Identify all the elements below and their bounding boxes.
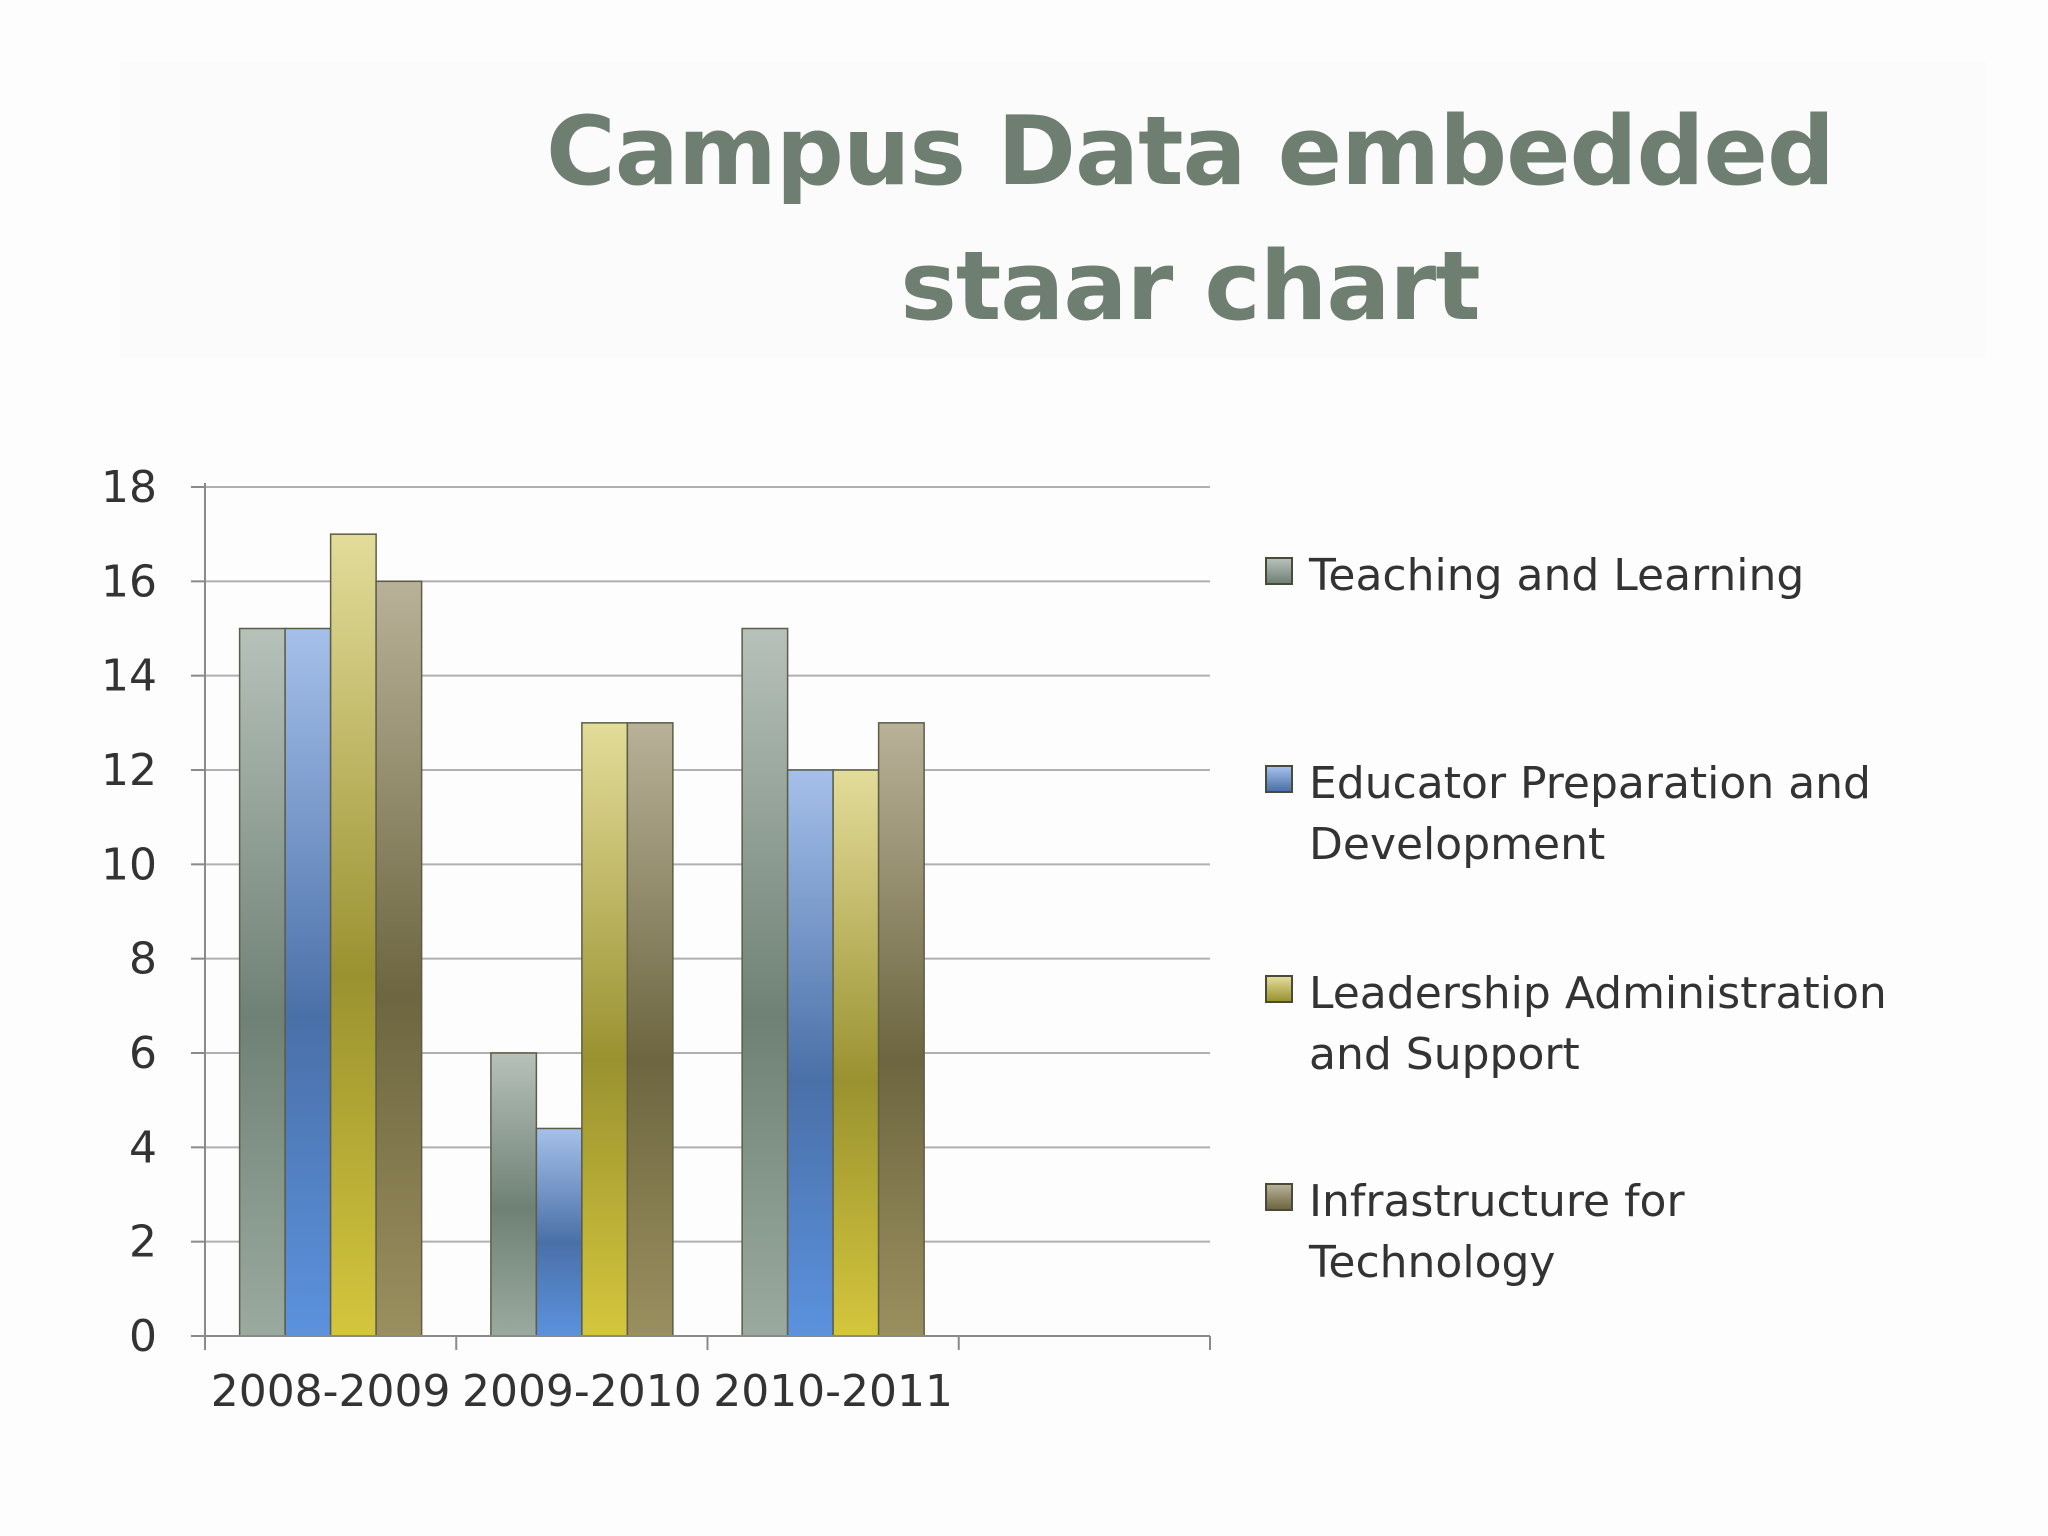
y-tick-label: 8	[129, 934, 157, 985]
bar	[238, 627, 286, 1337]
x-category-label: 2008-2009	[211, 1366, 451, 1417]
legend-label: Teaching and Learning	[1309, 550, 1805, 601]
y-tick-label: 0	[129, 1311, 157, 1362]
bar	[329, 533, 377, 1337]
axes	[191, 483, 1211, 1350]
bar	[626, 722, 674, 1337]
y-tick-label: 4	[129, 1122, 157, 1173]
y-tick-label: 14	[101, 651, 157, 702]
title-placeholder	[120, 62, 1986, 358]
bar	[490, 1052, 538, 1337]
legend-swatch	[1265, 1183, 1293, 1211]
bar	[786, 769, 834, 1337]
bar	[741, 627, 789, 1337]
legend-swatch	[1265, 765, 1293, 793]
y-tick-label: 16	[101, 556, 157, 607]
bar	[581, 722, 629, 1337]
axis-labels: 0 2 4 6 8 10 12 14 16 18 2008-2009 2009-2010 2010-20…	[101, 462, 953, 1417]
y-tick-label: 6	[129, 1028, 157, 1079]
y-tick-label: 18	[101, 462, 157, 513]
legend-label: Educator Preparation and Development	[1309, 758, 1871, 870]
legend-swatch	[1265, 557, 1293, 585]
legend-label: Infrastructure for Technology	[1309, 1176, 1685, 1288]
bars	[238, 533, 925, 1337]
legend-swatch	[1265, 975, 1293, 1003]
slide-title: Campus Data embedded staar chart	[546, 97, 1835, 342]
bar	[375, 580, 423, 1337]
bar	[832, 769, 880, 1337]
bar	[284, 627, 332, 1337]
y-tick-label: 12	[101, 745, 157, 796]
y-tick-label: 2	[129, 1217, 157, 1268]
legend-label: Leadership Administration and Support	[1309, 968, 1887, 1080]
x-category-label: 2009-2010	[462, 1366, 702, 1417]
bar	[535, 1127, 583, 1337]
x-category-label: 2010-2011	[713, 1366, 953, 1417]
y-tick-label: 10	[101, 839, 157, 890]
bar	[877, 722, 925, 1337]
